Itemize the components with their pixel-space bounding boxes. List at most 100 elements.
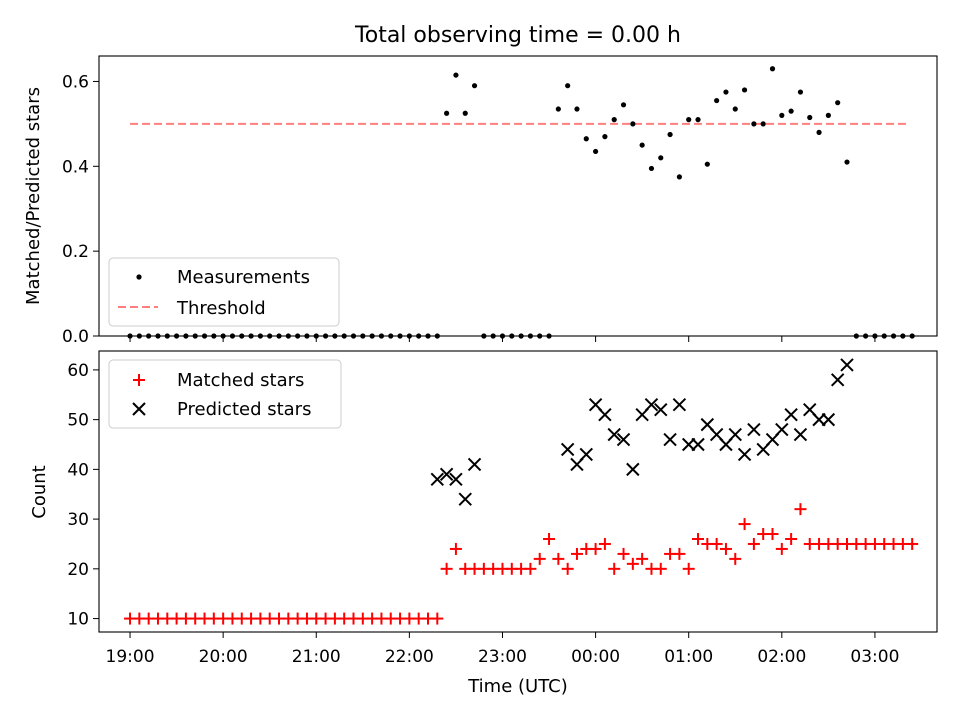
predicted-star-point-b	[607, 427, 621, 442]
bottom-x-ticks: 19:00 20:00 21:00 22:00 23:00 00:00 01:00 02:00…	[106, 632, 899, 667]
measurement-point	[788, 108, 794, 114]
predicted-star-point	[467, 457, 482, 472]
matched-star-point	[570, 547, 583, 560]
matched-star-point	[524, 562, 537, 575]
predicted-star-point	[644, 398, 659, 412]
matched-star-point	[626, 557, 639, 570]
measurement-point	[695, 117, 701, 123]
x-axis-label: Time (UTC)	[467, 676, 568, 697]
bottom-y-tick-label: 50	[67, 411, 89, 431]
chart-title: Total observing time = 0.00 h	[354, 23, 681, 48]
matched-stars-points	[124, 503, 919, 625]
predicted-star-point-b	[784, 407, 798, 422]
predicted-star-point-b	[691, 437, 705, 452]
matched-star-point	[775, 542, 788, 555]
x-tick-label: 23:00	[478, 647, 527, 667]
measurement-point	[620, 102, 627, 108]
top-legend: Measurements Threshold	[108, 257, 340, 327]
measurement-point	[769, 66, 776, 72]
measurement-point	[816, 129, 822, 135]
predicted-star-point	[747, 422, 761, 437]
measurement-point	[648, 165, 655, 172]
measurement-point	[602, 134, 608, 140]
measurement-point	[462, 110, 468, 116]
predicted-star-point	[821, 412, 836, 427]
measurement-point	[732, 106, 738, 112]
matched-star-point	[431, 612, 444, 625]
measurement-point	[825, 112, 831, 118]
predicted-legend-marker	[132, 402, 146, 416]
predicted-star-point	[737, 447, 752, 462]
predicted-star-point-b	[747, 422, 761, 437]
predicted-stars-points	[430, 358, 854, 506]
measurement-point	[723, 89, 729, 95]
predicted-star-point-b	[467, 457, 482, 472]
top-legend-box	[108, 257, 340, 327]
predicted-star-point	[598, 407, 612, 422]
measurement-point	[453, 72, 459, 78]
matched-star-point	[692, 532, 705, 545]
measurement-point	[667, 131, 673, 138]
matched-star-point	[794, 503, 807, 516]
top-y-axis-label: Matched/Predicted stars	[23, 87, 44, 305]
predicted-star-point	[654, 402, 668, 417]
predicted-star-point-b	[700, 417, 715, 432]
measurement-point	[797, 89, 804, 95]
predicted-star-point	[458, 492, 472, 506]
predicted-legend-glyph-b	[132, 402, 146, 416]
bottom-legend-box	[108, 359, 342, 429]
measurement-point	[471, 83, 478, 89]
bottom-y-tick-label: 20	[67, 560, 89, 580]
predicted-star-point-b	[579, 447, 593, 462]
predicted-star-point	[840, 358, 854, 372]
matched-star-point	[589, 542, 602, 555]
measurement-point	[686, 117, 692, 123]
predicted-star-point-b	[626, 462, 640, 477]
threshold-legend-label: Threshold	[176, 298, 266, 319]
measurement-point	[574, 106, 580, 112]
measurement-point	[583, 136, 589, 142]
predicted-star-point	[663, 432, 677, 447]
predicted-star-point	[830, 373, 845, 387]
predicted-star-point	[430, 472, 445, 487]
x-tick-label: 00:00	[571, 647, 620, 667]
bottom-y-tick-label: 60	[67, 361, 89, 381]
predicted-star-point-b	[803, 402, 817, 417]
predicted-star-point-b	[644, 398, 659, 412]
predicted-legend-label: Predicted stars	[177, 399, 311, 420]
measurement-point	[658, 155, 664, 161]
matched-star-point	[766, 528, 779, 541]
matched-star-point	[673, 547, 686, 560]
bottom-y-ticks: 10 20 30 40 50 60	[67, 361, 99, 630]
bottom-y-tick-label: 10	[67, 610, 89, 630]
measurement-point	[639, 142, 645, 148]
bottom-legend: Matched stars Predicted stars	[108, 359, 342, 429]
matched-star-point	[729, 552, 742, 565]
predicted-star-point-b	[672, 398, 687, 412]
predicted-star-point	[560, 442, 575, 457]
measurement-point	[444, 110, 450, 116]
measurement-point	[835, 100, 841, 106]
predicted-star-point-b	[830, 373, 845, 387]
predicted-star-point	[626, 462, 640, 477]
measurement-point	[807, 114, 813, 121]
x-tick-label: 22:00	[385, 647, 434, 667]
measurement-point	[611, 117, 617, 123]
measurement-point	[760, 121, 766, 127]
predicted-star-point-b	[439, 467, 454, 482]
bottom-y-tick-label: 30	[67, 510, 89, 530]
top-y-ticks: 0.0 0.2 0.4 0.6	[62, 72, 99, 347]
matched-star-point	[738, 518, 751, 531]
predicted-star-point	[449, 472, 463, 487]
predicted-star-point	[672, 398, 687, 412]
matched-star-point	[552, 552, 565, 565]
predicted-star-point-b	[728, 427, 742, 442]
predicted-star-point-b	[654, 402, 668, 417]
top-y-tick-label: 0.6	[62, 72, 89, 92]
measurement-point	[741, 87, 748, 93]
matched-star-point	[636, 552, 649, 565]
predicted-star-point-b	[775, 422, 789, 437]
matched-star-point	[906, 537, 919, 550]
predicted-legend-glyph	[132, 402, 146, 416]
